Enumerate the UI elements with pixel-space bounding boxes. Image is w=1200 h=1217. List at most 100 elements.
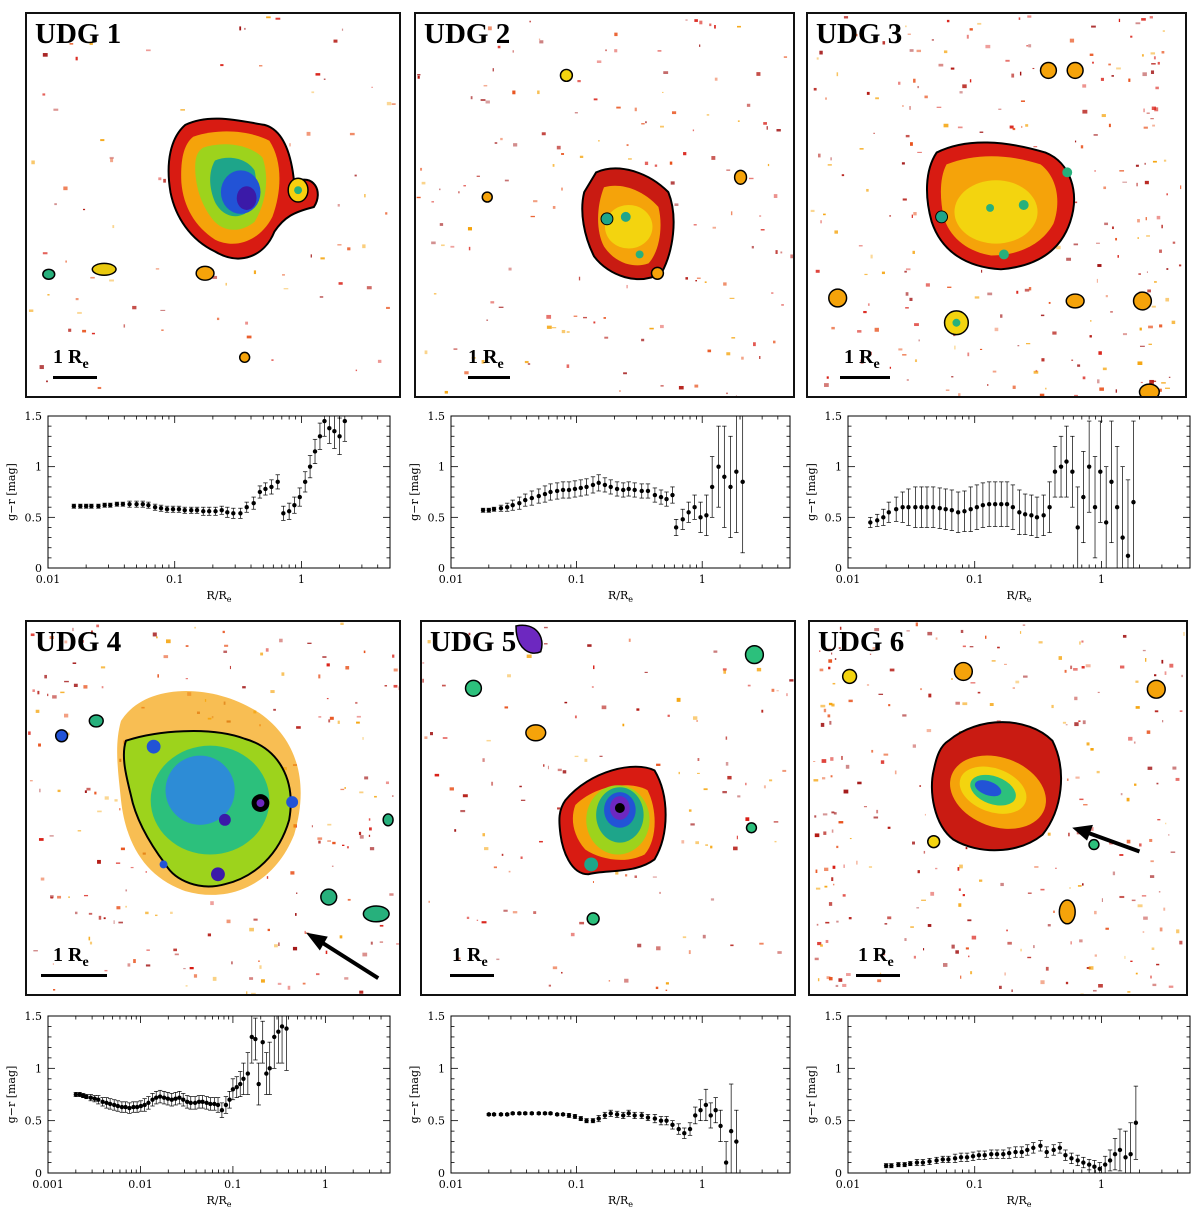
- noise-speck: [660, 384, 664, 387]
- noise-field: [810, 15, 1182, 396]
- noise-speck: [776, 129, 781, 132]
- noise-speck: [1023, 675, 1028, 678]
- data-point: [245, 1071, 251, 1076]
- data-point: [219, 1108, 225, 1113]
- data-point: [206, 509, 212, 514]
- data-point: [536, 1111, 541, 1116]
- noise-speck: [678, 385, 684, 390]
- noise-speck: [874, 35, 876, 38]
- data-point: [740, 479, 745, 485]
- data-point: [645, 488, 651, 494]
- noise-speck: [325, 950, 328, 955]
- noise-speck: [655, 986, 659, 990]
- noise-speck: [830, 775, 833, 778]
- noise-speck: [1073, 243, 1079, 246]
- noise-speck: [957, 867, 960, 871]
- noise-speck: [347, 247, 351, 251]
- noise-speck: [1094, 910, 1097, 915]
- y-axis-label: g−r [mag]: [805, 1066, 818, 1124]
- noise-speck: [1064, 669, 1067, 673]
- data-point: [682, 1131, 687, 1136]
- noise-speck: [1165, 387, 1170, 389]
- data-point: [728, 484, 733, 490]
- noise-speck: [1144, 162, 1146, 165]
- x-axis-label: R/Re: [608, 589, 633, 604]
- image-panel-udg4: UDG 4 1 Re: [25, 620, 401, 996]
- data-point: [264, 1071, 269, 1076]
- noise-speck: [814, 833, 820, 838]
- noise-speck: [745, 782, 747, 786]
- noise-speck: [790, 254, 793, 259]
- data-point: [231, 511, 236, 516]
- noise-speck: [1162, 720, 1164, 723]
- noise-speck: [688, 809, 692, 812]
- noise-speck: [955, 950, 959, 954]
- galaxy-image-udg6: [813, 622, 1185, 994]
- noise-speck: [83, 685, 88, 689]
- data-point: [946, 1157, 951, 1162]
- noise-speck: [987, 292, 993, 296]
- noise-speck: [1147, 766, 1153, 770]
- noise-speck: [780, 251, 783, 254]
- noise-speck: [858, 245, 863, 247]
- noise-speck: [385, 781, 390, 785]
- noise-speck: [652, 876, 657, 878]
- noise-speck: [1156, 782, 1159, 785]
- noise-speck: [1151, 947, 1155, 950]
- noise-speck: [64, 713, 69, 718]
- noise-speck: [38, 838, 44, 841]
- noise-speck: [50, 895, 54, 899]
- noise-speck: [1130, 35, 1133, 38]
- noise-speck: [173, 948, 177, 952]
- noise-speck: [275, 17, 281, 20]
- noise-speck: [579, 155, 584, 158]
- noise-speck: [520, 799, 526, 801]
- noise-speck: [573, 315, 578, 317]
- noise-speck: [223, 650, 228, 653]
- noise-speck: [307, 642, 312, 644]
- noise-speck: [42, 252, 48, 255]
- noise-speck: [1105, 927, 1109, 930]
- noise-speck: [736, 25, 741, 28]
- noise-speck: [490, 301, 495, 304]
- noise-speck: [904, 270, 907, 273]
- noise-speck: [530, 215, 535, 218]
- noise-speck: [359, 835, 364, 839]
- noise-speck: [875, 97, 879, 100]
- noise-speck: [881, 953, 886, 956]
- noise-speck: [1058, 656, 1063, 660]
- noise-speck: [776, 690, 779, 692]
- noise-speck: [1047, 832, 1051, 836]
- noise-speck: [1082, 84, 1087, 88]
- noise-speck: [368, 834, 371, 837]
- noise-speck: [659, 891, 661, 894]
- noise-speck: [1161, 51, 1165, 54]
- data-point: [1004, 501, 1010, 507]
- noise-speck: [319, 296, 324, 298]
- data-point: [161, 1095, 167, 1100]
- noise-speck: [913, 212, 917, 216]
- noise-speck: [692, 716, 698, 720]
- noise-speck: [761, 709, 764, 713]
- noise-speck: [860, 359, 864, 364]
- noise-speck: [889, 668, 895, 672]
- noise-speck: [364, 194, 366, 198]
- noise-speck: [82, 639, 84, 643]
- noise-speck: [857, 781, 862, 785]
- noise-speck: [482, 758, 485, 762]
- data-point: [999, 501, 1004, 507]
- noise-speck: [1025, 343, 1031, 345]
- noise-speck: [1004, 972, 1006, 976]
- noise-speck: [546, 325, 552, 329]
- noise-speck: [1122, 181, 1128, 183]
- noise-speck: [1098, 351, 1102, 355]
- noise-speck: [1033, 370, 1039, 374]
- noise-speck: [866, 188, 869, 192]
- scale-bar-label: 1 Re: [844, 346, 880, 372]
- data-point: [327, 425, 332, 431]
- data-point: [312, 449, 318, 454]
- noise-speck: [733, 846, 738, 851]
- noise-speck: [669, 161, 673, 165]
- noise-speck: [1111, 226, 1114, 230]
- data-point: [658, 494, 664, 500]
